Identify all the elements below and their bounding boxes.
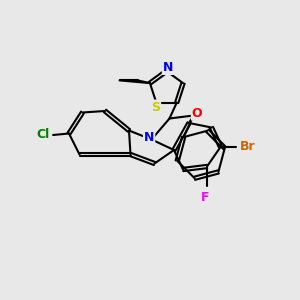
Text: Cl: Cl: [36, 128, 49, 142]
Text: Br: Br: [240, 140, 255, 154]
Text: F: F: [201, 191, 210, 204]
Text: N: N: [163, 61, 173, 74]
Text: N: N: [144, 130, 154, 144]
Text: S: S: [151, 100, 160, 114]
Text: O: O: [192, 106, 203, 120]
